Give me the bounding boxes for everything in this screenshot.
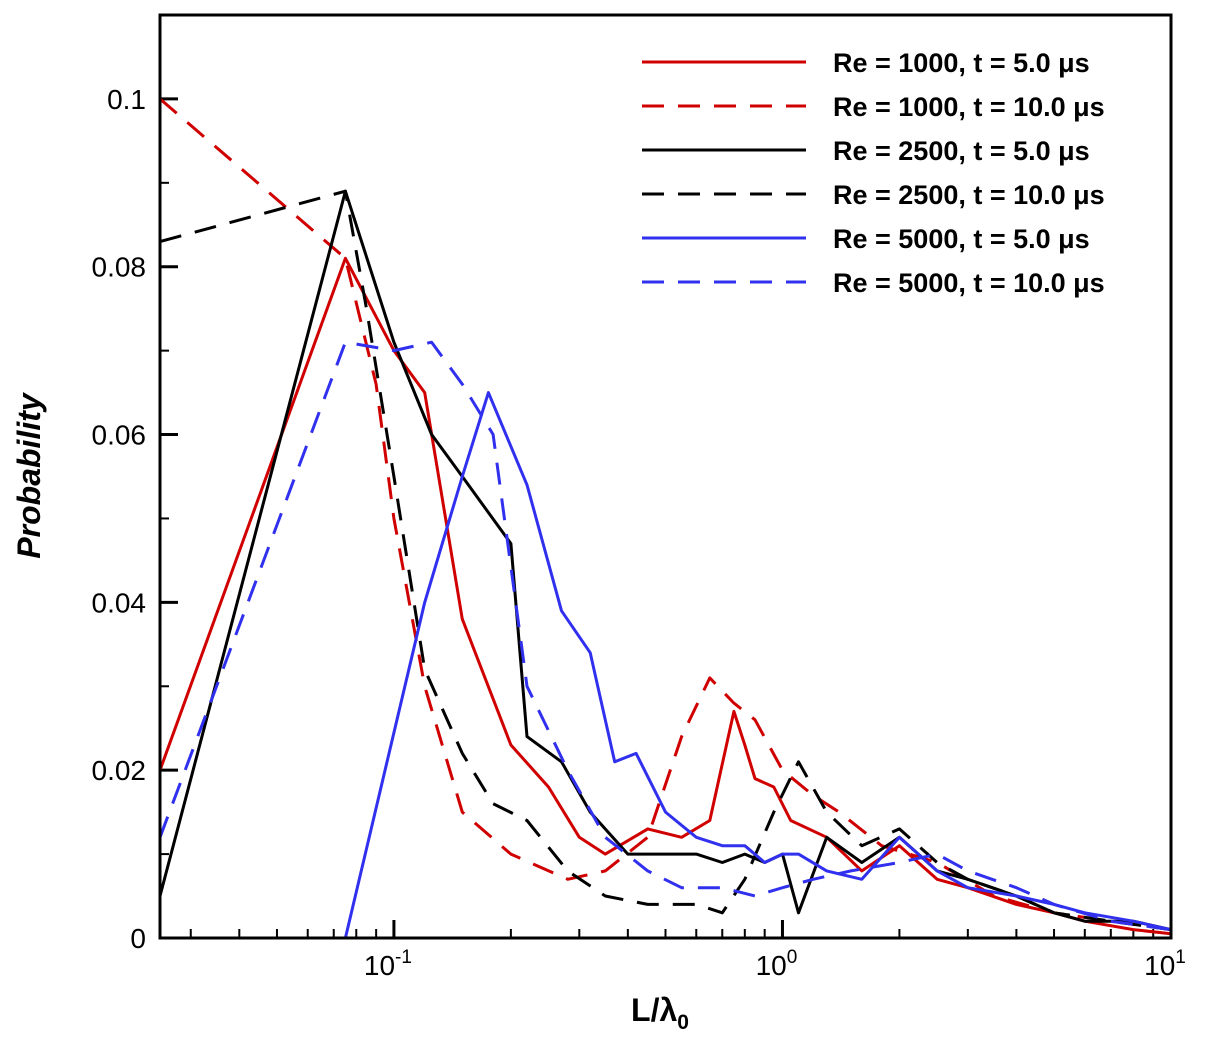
x-tick-exp-0: -1 <box>395 947 412 968</box>
x-axis-label: L/λ <box>631 992 677 1028</box>
y-tick-label-3: 0.06 <box>92 420 147 451</box>
legend-label-1: Re = 1000, t = 10.0 μs <box>833 92 1105 122</box>
y-tick-label-4: 0.08 <box>92 252 147 283</box>
y-tick-label-1: 0.02 <box>92 755 147 786</box>
x-tick-base-0: 10 <box>364 950 395 981</box>
x-axis-label-subscript: 0 <box>677 1011 689 1034</box>
x-tick-base-2: 10 <box>1144 950 1175 981</box>
x-tick-base-1: 10 <box>756 950 787 981</box>
series-line-2 <box>160 189 1171 932</box>
x-tick-label-1: 100 <box>756 947 798 981</box>
y-tick-label-2: 0.04 <box>92 587 147 618</box>
legend-label-2: Re = 2500, t = 5.0 μs <box>833 136 1090 166</box>
legend-label-5: Re = 5000, t = 10.0 μs <box>833 268 1105 298</box>
legend-label-3: Re = 2500, t = 10.0 μs <box>833 180 1105 210</box>
x-axis-title: L/λ0 <box>631 992 689 1034</box>
y-tick-labels: 0 0.02 0.04 0.06 0.08 0.1 <box>92 84 147 954</box>
plot-frame <box>158 13 1173 940</box>
x-tick-label-0: 10-1 <box>364 947 412 981</box>
x-tick-labels: 10-1 100 101 <box>364 947 1186 981</box>
x-tick-exp-1: 0 <box>787 947 798 968</box>
legend-label-4: Re = 5000, t = 5.0 μs <box>833 224 1090 254</box>
y-tick-label-5: 0.1 <box>107 84 146 115</box>
x-tick-label-2: 101 <box>1144 947 1186 981</box>
y-tick-label-0: 0 <box>130 923 146 954</box>
series-line-5 <box>160 340 1171 932</box>
x-tick-exp-2: 1 <box>1175 947 1186 968</box>
legend-label-0: Re = 1000, t = 5.0 μs <box>833 48 1090 78</box>
y-axis-title: Probability <box>11 391 47 559</box>
legend: Re = 1000, t = 5.0 μs Re = 1000, t = 10.0… <box>642 48 1105 298</box>
series-line-4 <box>343 391 1171 938</box>
series-line-0 <box>160 256 1171 936</box>
series-layer <box>160 97 1171 938</box>
series-line-3 <box>160 189 1171 932</box>
